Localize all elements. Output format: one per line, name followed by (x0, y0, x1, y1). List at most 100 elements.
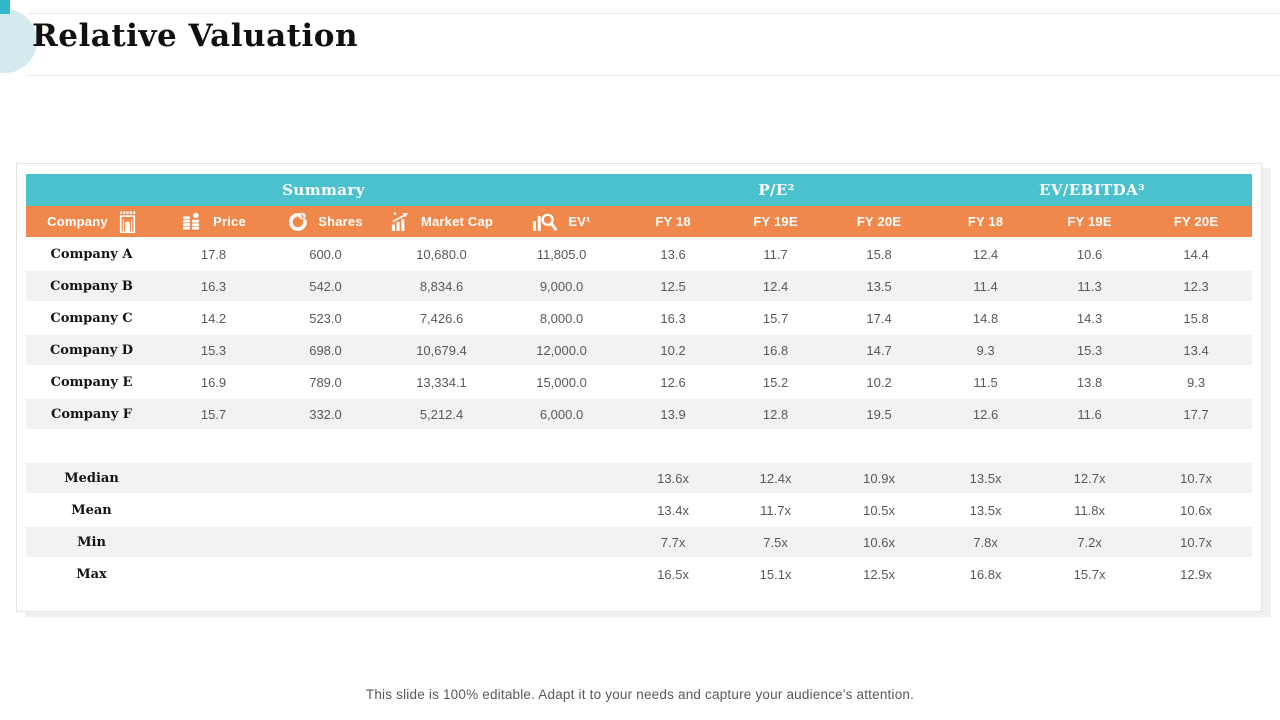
value-cell: 16.5x (621, 559, 726, 591)
column-header-shares-label: Shares (318, 214, 363, 229)
value-cell: 6,000.0 (502, 399, 622, 431)
value-cell: 14.8 (932, 303, 1040, 335)
value-cell: 10.2 (826, 367, 933, 399)
value-cell: 13.8 (1039, 367, 1141, 399)
value-cell: 12.4x (725, 463, 827, 495)
value-cell: 10.5x (826, 495, 933, 527)
company-row: Company B 16.3 542.0 8,834.6 9,000.0 12.5 12.4… (26, 271, 1253, 303)
column-header-shares: $ Shares (270, 206, 381, 237)
value-cell: 600.0 (270, 237, 381, 271)
value-cell: 12.5 (621, 271, 726, 303)
value-cell: 19.5 (826, 399, 933, 431)
value-cell: 16.9 (157, 367, 270, 399)
footer-note: This slide is 100% editable. Adapt it to… (365, 687, 915, 702)
value-cell: 10.2 (621, 335, 726, 367)
value-cell: 10.7x (1140, 463, 1253, 495)
value-cell: 12,000.0 (502, 335, 622, 367)
value-cell: 12.4 (932, 237, 1040, 271)
value-cell: 11.3 (1039, 271, 1141, 303)
value-cell: 9.3 (932, 335, 1040, 367)
value-cell: 11.8x (1039, 495, 1141, 527)
value-cell: 16.3 (157, 271, 270, 303)
value-cell (157, 495, 270, 527)
value-cell: 10.6x (1140, 495, 1253, 527)
value-cell: 12.3 (1140, 271, 1253, 303)
value-cell: 12.6 (932, 399, 1040, 431)
value-cell: 12.6 (621, 367, 726, 399)
value-cell: 15.3 (1039, 335, 1141, 367)
value-cell: 10.7x (1140, 527, 1253, 559)
value-cell: 11.7x (725, 495, 827, 527)
value-cell: 12.8 (725, 399, 827, 431)
value-cell: 13,334.1 (381, 367, 502, 399)
search-chart-icon (532, 213, 558, 231)
growth-chart-icon (390, 212, 410, 231)
value-cell: 11,805.0 (502, 237, 622, 271)
value-cell: 15.7 (157, 399, 270, 431)
svg-text:$: $ (301, 214, 305, 220)
row-label-cell: Company A (26, 237, 157, 271)
value-cell (381, 463, 502, 495)
value-cell: 7.5x (725, 527, 827, 559)
company-row: Company C 14.2 523.0 7,426.6 8,000.0 16.3 15.7… (26, 303, 1253, 335)
column-header-ebitda-fy18: FY 18 (932, 206, 1040, 237)
row-label-cell: Company E (26, 367, 157, 399)
value-cell: 16.3 (621, 303, 726, 335)
value-cell: 11.5 (932, 367, 1040, 399)
value-cell: 13.6x (621, 463, 726, 495)
column-header-ebitda-fy19e: FY 19E (1039, 206, 1141, 237)
value-cell: 15.1x (725, 559, 827, 591)
value-cell: 16.8x (932, 559, 1040, 591)
row-label-cell: Company C (26, 303, 157, 335)
decorative-accent-bar (0, 0, 10, 14)
value-cell (270, 495, 381, 527)
value-cell: 10.6x (826, 527, 933, 559)
value-cell: 15.2 (725, 367, 827, 399)
spacer-row (26, 431, 1253, 463)
column-header-market-cap: Market Cap (381, 206, 502, 237)
column-header-ebitda-fy20e: FY 20E (1140, 206, 1253, 237)
value-cell: 13.5x (932, 495, 1040, 527)
value-cell: 11.6 (1039, 399, 1141, 431)
top-divider-line (28, 13, 1280, 14)
page-title: Relative Valuation (32, 18, 358, 54)
group-header-summary: Summary (26, 174, 622, 206)
value-cell: 9.3 (1140, 367, 1253, 399)
company-row: Company A 17.8 600.0 10,680.0 11,805.0 13.6 11… (26, 237, 1253, 271)
row-label-cell: Max (26, 559, 157, 591)
value-cell: 7,426.6 (381, 303, 502, 335)
row-label-cell: Company F (26, 399, 157, 431)
group-header-pe: P/E² (621, 174, 933, 206)
row-label-cell: Mean (26, 495, 157, 527)
value-cell (157, 559, 270, 591)
value-cell (381, 527, 502, 559)
column-header-ev: EV¹ (502, 206, 622, 237)
company-row: Company F 15.7 332.0 5,212.4 6,000.0 13.9 12.8… (26, 399, 1253, 431)
value-cell: 10,679.4 (381, 335, 502, 367)
stat-row: Min 7.7x 7.5x 10.6x 7.8x 7.2x 10.7x (26, 527, 1253, 559)
value-cell (502, 463, 622, 495)
value-cell (270, 559, 381, 591)
valuation-table: Summary P/E² EV/EBITDA³ Company (26, 174, 1253, 591)
table-body: Company A 17.8 600.0 10,680.0 11,805.0 13.6 11… (26, 237, 1253, 591)
value-cell: 8,834.6 (381, 271, 502, 303)
value-cell: 12.9x (1140, 559, 1253, 591)
value-cell: 12.4 (725, 271, 827, 303)
value-cell: 14.4 (1140, 237, 1253, 271)
value-cell: 13.6 (621, 237, 726, 271)
column-header-price-label: Price (213, 214, 246, 229)
value-cell: 10.9x (826, 463, 933, 495)
value-cell: 13.4x (621, 495, 726, 527)
value-cell: 698.0 (270, 335, 381, 367)
column-header-pe-fy18: FY 18 (621, 206, 726, 237)
value-cell (270, 527, 381, 559)
value-cell: 7.2x (1039, 527, 1141, 559)
group-header-ev-ebitda: EV/EBITDA³ (932, 174, 1253, 206)
value-cell: 15.8 (826, 237, 933, 271)
value-cell (157, 463, 270, 495)
coins-icon (181, 212, 202, 231)
value-cell (270, 463, 381, 495)
company-row: Company E 16.9 789.0 13,334.1 15,000.0 12.6 15… (26, 367, 1253, 399)
value-cell: 13.9 (621, 399, 726, 431)
